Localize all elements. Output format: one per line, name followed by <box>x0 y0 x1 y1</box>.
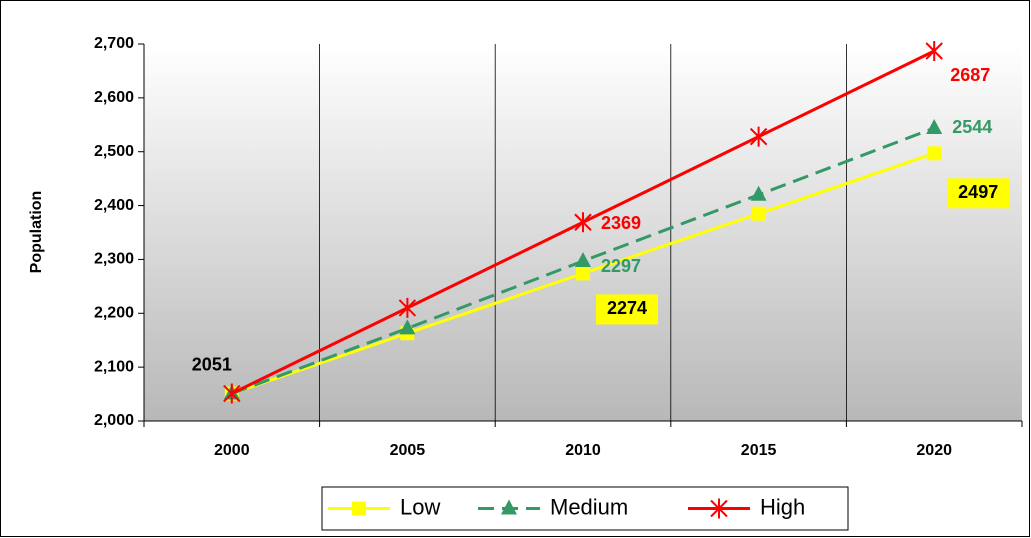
data-label: 2544 <box>952 117 992 137</box>
point <box>749 126 768 147</box>
plot-area <box>144 44 1022 421</box>
data-label: 2497 <box>958 182 998 202</box>
point <box>751 206 766 221</box>
legend-marker <box>352 501 366 516</box>
data-label: 2687 <box>950 65 990 85</box>
y-tick-label: 2,500 <box>94 143 134 160</box>
y-tick-label: 2,300 <box>94 251 134 268</box>
label-box <box>596 294 658 325</box>
label-box <box>947 178 1010 209</box>
legend <box>321 486 849 531</box>
y-tick-label: 2,700 <box>94 35 134 52</box>
data-label: 2051 <box>192 354 232 374</box>
data-label: 2297 <box>601 256 641 276</box>
y-tick-label: 2,100 <box>94 358 134 375</box>
legend-marker <box>501 499 517 515</box>
y-tick-label: 2,400 <box>94 197 134 214</box>
x-tick-label: 2010 <box>565 442 601 459</box>
point <box>750 185 767 201</box>
y-tick-label: 2,600 <box>94 89 134 106</box>
legend-label: Medium <box>550 494 628 519</box>
y-tick-label: 2,200 <box>94 305 134 322</box>
x-tick-label: 2000 <box>214 442 250 459</box>
y-tick-label: 2,000 <box>94 412 134 429</box>
point <box>398 297 417 318</box>
point <box>576 266 590 281</box>
point <box>399 319 416 335</box>
legend-marker <box>710 498 728 519</box>
data-label: 2274 <box>607 298 647 318</box>
point <box>926 119 943 135</box>
point <box>575 252 591 268</box>
legend-label: Low <box>400 494 440 519</box>
x-tick-label: 2015 <box>741 442 777 459</box>
x-tick-label: 2020 <box>916 442 952 459</box>
point <box>223 383 241 404</box>
y-axis-label: Population <box>28 191 45 274</box>
point <box>925 41 943 62</box>
point <box>574 212 592 233</box>
point <box>927 146 942 161</box>
legend-label: High <box>760 494 805 519</box>
data-label: 2369 <box>601 213 641 233</box>
x-tick-label: 2005 <box>390 442 426 459</box>
